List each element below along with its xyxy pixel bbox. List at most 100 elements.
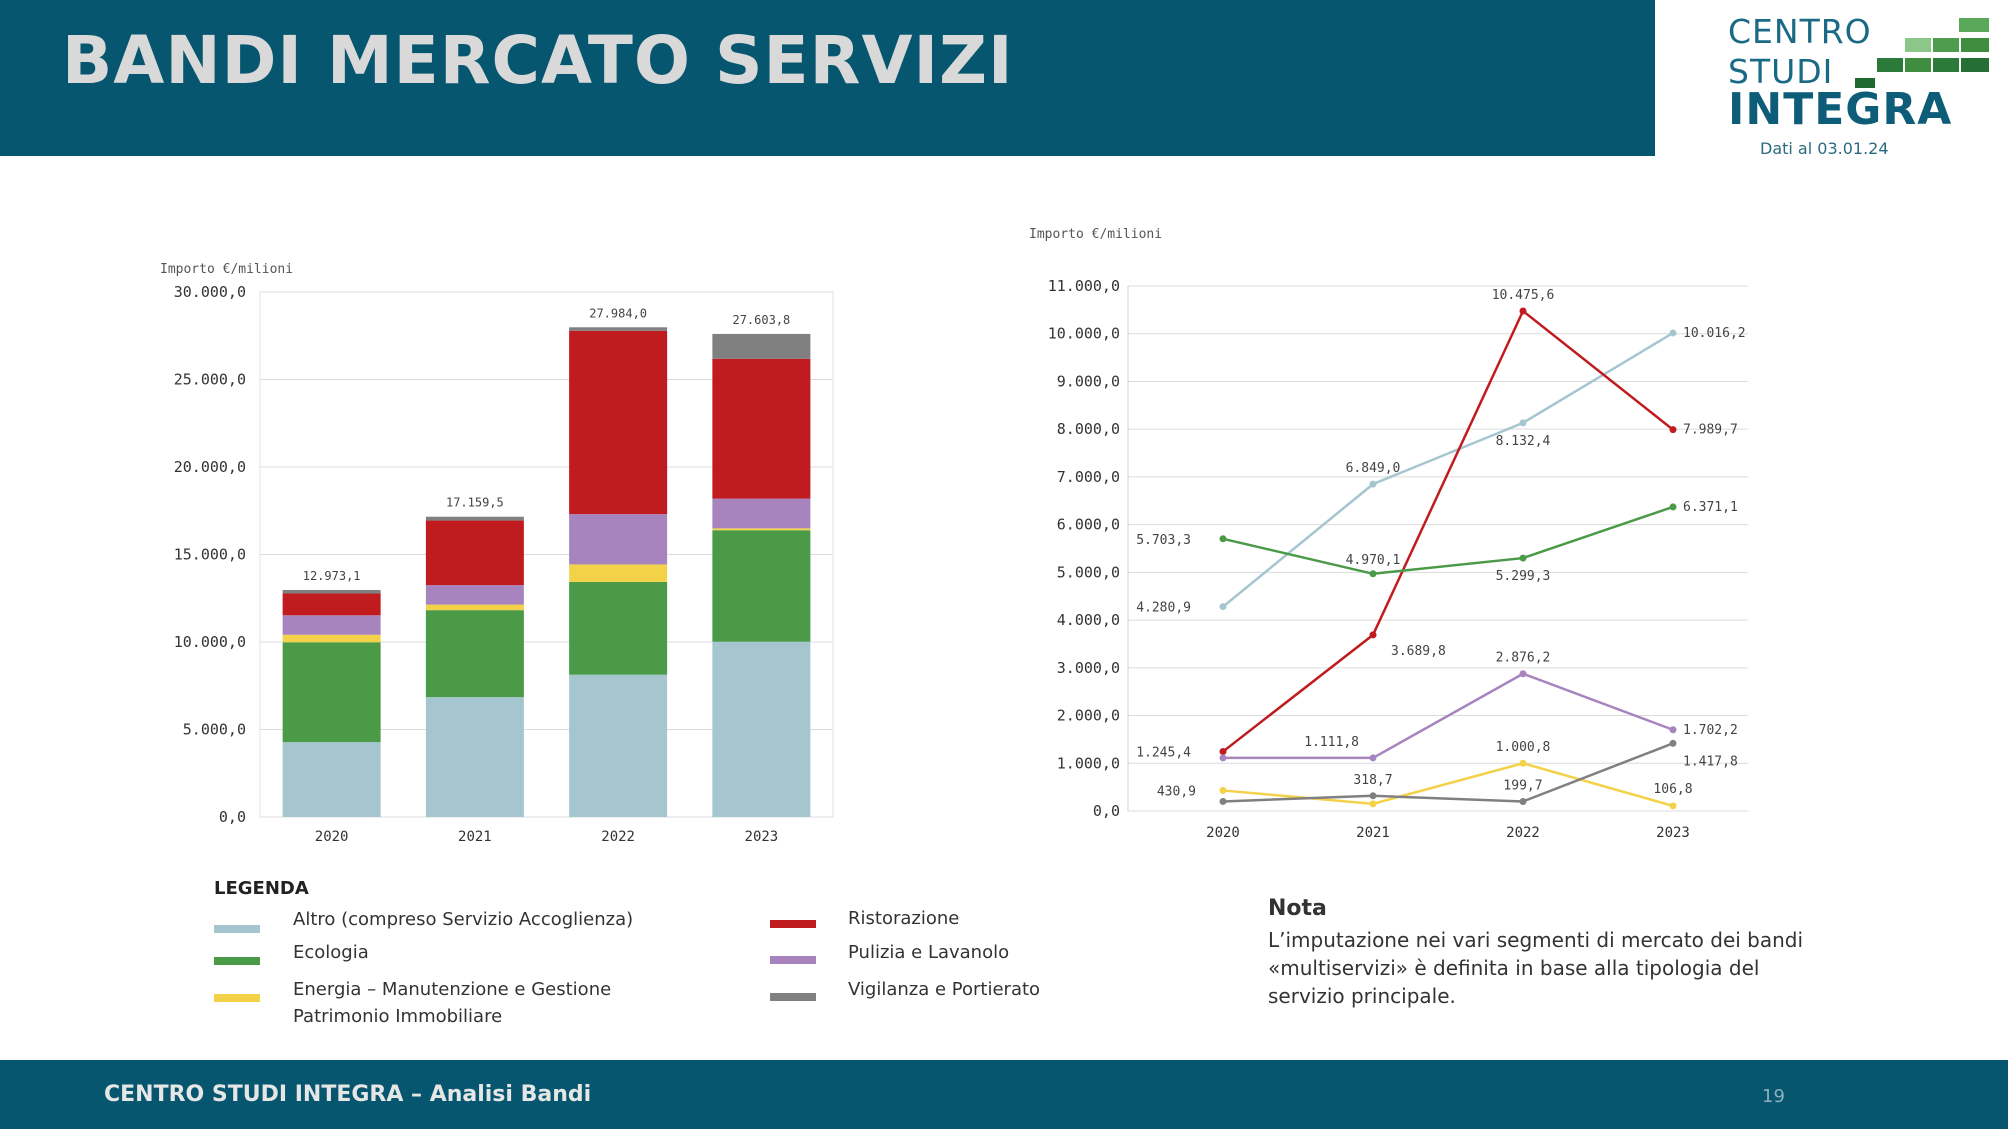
bar-total-label: 17.159,5 [446, 496, 504, 510]
line-point [1219, 748, 1227, 756]
logo: CENTRO STUDI INTEGRA Dati al 03.01.24 [1655, 0, 2008, 170]
bar-segment [425, 610, 524, 698]
bar-segment [425, 516, 524, 521]
line-point [1369, 800, 1377, 808]
bar-y-tick-label: 30.000,0 [174, 283, 246, 301]
line-x-tick-label: 2021 [1356, 825, 1390, 840]
line-point [1669, 503, 1677, 511]
line-point [1369, 631, 1377, 639]
line-x-tick-label: 2020 [1206, 825, 1240, 840]
legend-item-pulizia: Pulizia e Lavanolo [848, 942, 1010, 963]
logo-blocks-icon [1855, 18, 1989, 88]
line-data-label: 3.689,8 [1391, 644, 1446, 659]
page-title: BANDI MERCATO SERVIZI [62, 22, 1014, 99]
bar-total-label: 12.973,1 [303, 569, 361, 583]
legend-swatch-ecologia [214, 957, 260, 965]
legend-swatch-pulizia [770, 956, 816, 964]
legend-swatch-ristorazione [770, 920, 816, 928]
line-data-label: 430,9 [1157, 784, 1196, 799]
bar-segment [569, 330, 668, 515]
bar-segment [425, 520, 524, 586]
bar-segment [425, 585, 524, 605]
bar-segment [282, 593, 381, 616]
header-bar: BANDI MERCATO SERVIZI [0, 0, 1655, 156]
line-point [1219, 797, 1227, 805]
line-point [1219, 786, 1227, 794]
bar-segment [712, 358, 811, 499]
bar-total-label: 27.984,0 [589, 306, 647, 320]
line-y-tick-label: 4.000,0 [1057, 611, 1120, 629]
line-data-label: 10.475,6 [1492, 288, 1555, 303]
bar-segment [569, 674, 668, 817]
bar-y-tick-label: 25.000,0 [174, 371, 246, 389]
line-point [1519, 307, 1527, 315]
bar-segment [282, 615, 381, 635]
line-data-label: 318,7 [1353, 773, 1392, 788]
bar-segment [425, 697, 524, 817]
bar-segment [712, 530, 811, 642]
bar-segment [282, 742, 381, 817]
bar-x-tick-label: 2023 [745, 829, 779, 845]
legend-item-ristorazione: Ristorazione [848, 908, 960, 929]
bar-x-tick-label: 2022 [601, 829, 635, 845]
bar-segment [425, 604, 524, 611]
bar-x-tick-label: 2021 [458, 829, 492, 845]
line-data-label: 1.417,8 [1683, 754, 1738, 769]
legend-swatch-energia [214, 994, 260, 1002]
line-point [1219, 603, 1227, 611]
line-point [1519, 419, 1527, 427]
line-data-label: 5.299,3 [1496, 569, 1551, 584]
line-y-tick-label: 1.000,0 [1057, 754, 1120, 772]
line-series-5 [1222, 742, 1674, 803]
line-data-label: 1.245,4 [1136, 746, 1191, 761]
bar-segment [712, 528, 811, 531]
line-chart: Importo €/milioni 0,0 1.000,0 2.000,0 3.000,… [1029, 227, 1748, 840]
line-series-2 [1222, 505, 1674, 576]
line-data-label: 1.000,8 [1496, 740, 1551, 755]
line-point [1669, 329, 1677, 337]
line-point [1519, 554, 1527, 562]
legend-item-ecologia: Ecologia [293, 942, 369, 963]
line-y-tick-label: 2.000,0 [1057, 707, 1120, 725]
line-y-tick-label: 9.000,0 [1057, 372, 1120, 390]
line-data-label: 8.132,4 [1496, 434, 1551, 449]
bar-x-tick-label: 2020 [315, 829, 349, 845]
bar-y-tick-label: 5.000,0 [183, 721, 246, 739]
line-data-label: 7.989,7 [1683, 423, 1738, 438]
bar-y-tick-label: 20.000,0 [174, 458, 246, 476]
line-point [1369, 792, 1377, 800]
line-data-label: 6.849,0 [1346, 461, 1401, 476]
legend-swatch-vigilanza [770, 993, 816, 1001]
line-data-label: 106,8 [1653, 782, 1692, 797]
line-point [1669, 802, 1677, 810]
line-data-label: 4.280,9 [1136, 601, 1191, 616]
line-data-label: 10.016,2 [1683, 326, 1746, 341]
bar-segment [569, 514, 668, 565]
line-data-label: 4.970,1 [1346, 553, 1401, 568]
logo-line-3: INTEGRA [1728, 84, 1953, 135]
bar-segment [282, 634, 381, 643]
line-series-0 [1222, 331, 1674, 608]
stacked-bar-chart: Importo €/milioni 0,0 5.000,0 10.000,0 15.00… [160, 262, 834, 845]
bar-segment [569, 564, 668, 582]
page-number: 19 [1762, 1086, 1785, 1107]
line-data-label: 2.876,2 [1496, 651, 1551, 666]
line-point [1519, 670, 1527, 678]
bar-segment [282, 589, 381, 594]
line-x-tick-label: 2023 [1656, 825, 1690, 840]
line-data-label: 199,7 [1503, 778, 1542, 793]
logo-line-2: STUDI [1728, 52, 1834, 91]
nota-title: Nota [1268, 896, 1327, 921]
line-x-tick-label: 2022 [1506, 825, 1540, 840]
legend-item-energia: Energia – Manutenzione e Gestione [293, 979, 612, 1000]
line-y-tick-label: 7.000,0 [1057, 468, 1120, 486]
line-point [1219, 535, 1227, 543]
legend-item-energia-line2: Patrimonio Immobiliare [293, 1006, 503, 1027]
line-y-tick-label: 0,0 [1093, 802, 1120, 820]
line-point [1219, 754, 1227, 762]
line-y-tick-label: 3.000,0 [1057, 659, 1120, 677]
line-point [1369, 570, 1377, 578]
bar-y-tick-label: 10.000,0 [174, 633, 246, 651]
line-y-tick-label: 10.000,0 [1048, 325, 1120, 343]
bar-segment [282, 642, 381, 743]
